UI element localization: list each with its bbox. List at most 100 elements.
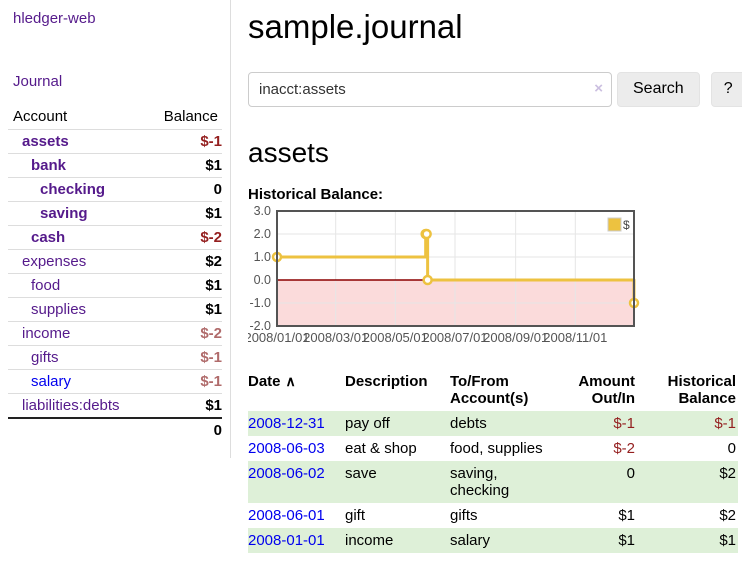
transaction-amount: $-1 [613, 415, 635, 433]
account-row-bank: bank $1 [8, 153, 222, 178]
sort-asc-icon: ∧ [285, 373, 296, 390]
sidebar: hledger-web Journal Account Balance asse… [0, 0, 231, 458]
account-link-checking[interactable]: checking [40, 181, 106, 198]
search-button[interactable]: Search [617, 71, 700, 107]
transaction-accounts: saving, checking [450, 465, 510, 500]
svg-text:2008/07/01: 2008/07/01 [422, 330, 487, 345]
chart-container: $3.0 2.0 1.0 0.0 -1.0 -2.0 2008/01/01 2008/03/0… [244, 204, 742, 353]
accounts-header-account: Account [13, 108, 68, 125]
transaction-date-link[interactable]: 2008-01-01 [248, 532, 325, 550]
svg-text:2008/01/01: 2008/01/01 [248, 330, 310, 345]
account-balance: $1 [144, 273, 222, 298]
account-balance: 0 [144, 177, 222, 202]
main-content: sample.journal × Search ? assets Histori… [231, 0, 742, 554]
transaction-balance: $2 [719, 465, 736, 483]
transaction-amount: $1 [618, 532, 635, 550]
account-link-expenses[interactable]: expenses [22, 253, 87, 270]
account-row-income: income $-2 [8, 321, 222, 346]
account-balance: $-2 [144, 321, 222, 346]
account-link-supplies[interactable]: supplies [31, 301, 87, 318]
search-box: × [248, 71, 612, 107]
account-link-cash[interactable]: cash [31, 229, 66, 246]
account-balance: $-2 [144, 225, 222, 250]
transaction-accounts: gifts [450, 507, 478, 525]
svg-text:2008/11/01: 2008/11/01 [543, 330, 607, 345]
account-balance: $1 [144, 201, 222, 226]
register-header-accounts: To/From Account(s) [450, 373, 529, 408]
accounts-table: Account Balance assets $-1 bank $1 check… [8, 104, 222, 442]
account-link-bank[interactable]: bank [31, 157, 67, 174]
register-row: 2008-12-31 pay off debts $-1 $-1 [248, 411, 738, 437]
accounts-total-value: 0 [144, 417, 222, 442]
sidebar-item-journal[interactable]: Journal [13, 73, 63, 90]
account-link-gifts[interactable]: gifts [31, 349, 59, 366]
transaction-date-link[interactable]: 2008-12-31 [248, 415, 325, 433]
svg-text:0.0: 0.0 [254, 273, 271, 287]
search-input[interactable] [248, 71, 612, 107]
account-link-saving[interactable]: saving [40, 205, 88, 222]
svg-text:3.0: 3.0 [254, 205, 271, 218]
account-balance: $-1 [144, 129, 222, 154]
historical-balance-chart: $3.0 2.0 1.0 0.0 -1.0 -2.02008/01/012008/03/0… [244, 204, 640, 345]
register-header-row: Date ∧ Description To/From Account(s) Amo… [248, 370, 738, 411]
register-header-amount: Amount Out/In [578, 373, 635, 408]
chart-label: Historical Balance: [248, 186, 384, 204]
date-header-label: Date [248, 373, 281, 391]
transaction-description: pay off [345, 415, 390, 433]
register-table: Date ∧ Description To/From Account(s) Amo… [248, 370, 738, 554]
account-row-liabilities-debts: liabilities:debts $1 [8, 393, 222, 418]
account-balance: $-1 [144, 369, 222, 394]
account-link-assets[interactable]: assets [22, 133, 69, 150]
account-row-assets: assets $-1 [8, 129, 222, 154]
transaction-accounts: salary [450, 532, 491, 550]
account-row-checking: checking 0 [8, 177, 222, 202]
clear-search-icon[interactable]: × [594, 79, 603, 97]
svg-text:$: $ [623, 218, 630, 232]
transaction-amount: $1 [618, 507, 635, 525]
accounts-header: Account Balance [8, 104, 222, 130]
register-header-description: Description [345, 373, 428, 391]
transaction-accounts: debts [450, 415, 487, 433]
account-row-cash: cash $-2 [8, 225, 222, 250]
svg-text:2008/05/01: 2008/05/01 [363, 330, 428, 345]
account-balance: $1 [144, 297, 222, 322]
brand-link[interactable]: hledger-web [13, 10, 96, 27]
svg-text:-2.0: -2.0 [249, 319, 271, 333]
account-row-supplies: supplies $1 [8, 297, 222, 322]
account-row-salary: salary $-1 [8, 369, 222, 394]
account-balance: $-1 [144, 345, 222, 370]
svg-text:2008/03/01: 2008/03/01 [303, 330, 368, 345]
account-balance: $2 [144, 249, 222, 274]
transaction-date-link[interactable]: 2008-06-02 [248, 465, 325, 483]
transaction-description: save [345, 465, 377, 483]
transaction-description: eat & shop [345, 440, 417, 458]
transaction-balance: $1 [719, 532, 736, 550]
transaction-description: gift [345, 507, 366, 525]
register-row: 2008-01-01 income salary $1 $1 [248, 528, 738, 554]
transaction-description: income [345, 532, 394, 550]
svg-text:1.0: 1.0 [254, 250, 271, 264]
svg-text:2008/09/01: 2008/09/01 [483, 330, 548, 345]
account-row-expenses: expenses $2 [8, 249, 222, 274]
transaction-date-link[interactable]: 2008-06-03 [248, 440, 325, 458]
account-link-food[interactable]: food [31, 277, 61, 294]
svg-text:2.0: 2.0 [254, 227, 271, 241]
account-link-income[interactable]: income [22, 325, 71, 342]
search-form: × Search ? [248, 71, 742, 107]
account-balance: $1 [144, 393, 222, 418]
account-link-salary[interactable]: salary [31, 373, 72, 390]
account-row-saving: saving $1 [8, 201, 222, 226]
transaction-date-link[interactable]: 2008-06-01 [248, 507, 325, 525]
account-row-food: food $1 [8, 273, 222, 298]
transaction-balance: 0 [727, 440, 736, 458]
register-header-balance: Historical Balance [667, 373, 736, 408]
account-link-liabilities-debts[interactable]: liabilities:debts [22, 397, 120, 414]
page-title: sample.journal [248, 8, 463, 45]
transaction-balance: $2 [719, 507, 736, 525]
register-row: 2008-06-02 save saving, checking 0 $2 [248, 461, 738, 504]
account-balance: $1 [144, 153, 222, 178]
accounts-total-row: 0 [8, 417, 222, 442]
help-button[interactable]: ? [710, 71, 742, 107]
transaction-amount: 0 [626, 465, 635, 483]
register-header-date[interactable]: Date ∧ [248, 370, 345, 411]
